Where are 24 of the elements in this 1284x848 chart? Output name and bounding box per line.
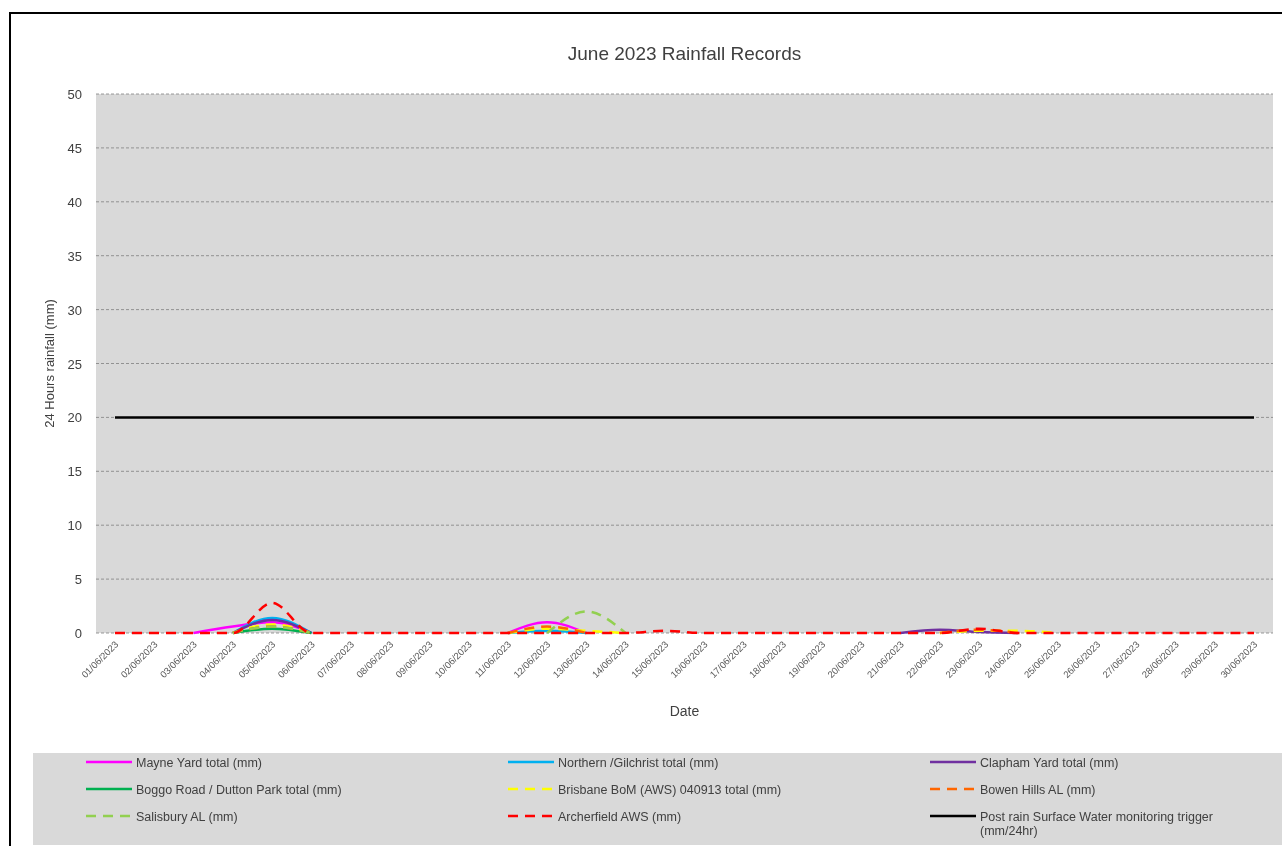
legend-label: Mayne Yard total (mm) [136,756,262,770]
x-axis-title: Date [669,703,700,719]
y-tick-label: 15 [67,464,82,480]
y-tick-label: 25 [67,356,82,372]
legend-label: Archerfield AWS (mm) [558,810,682,824]
legend-label: Salisbury AL (mm) [136,810,238,824]
y-tick-label: 30 [67,302,82,318]
y-tick-label: 35 [67,248,82,264]
y-tick-label: 40 [67,194,82,210]
line-series [113,601,1256,635]
legend-label: Clapham Yard total (mm) [980,756,1119,770]
legend-label: Northern /Gilchrist total (mm) [558,756,719,770]
legend-label: Post rain Surface Water monitoring trigger (mm/24hr) [980,810,1213,838]
y-tick-label: 5 [74,572,82,588]
y-tick-label: 20 [67,410,82,426]
legend-label: Bowen Hills AL (mm) [980,783,1096,797]
y-tick-label: 50 [67,87,82,102]
legend-label: Brisbane BoM (AWS) 040913 total (mm) [558,783,782,797]
y-tick-label: 0 [74,626,82,641]
legend-label: Boggo Road / Dutton Park total (mm) [136,783,342,797]
chart-title: June 2023 Rainfall Records [567,43,802,64]
y-tick-label: 45 [67,140,82,156]
y-axis-title: 24 Hours rainfall (mm) [42,299,57,428]
y-tick-label: 10 [67,518,82,534]
